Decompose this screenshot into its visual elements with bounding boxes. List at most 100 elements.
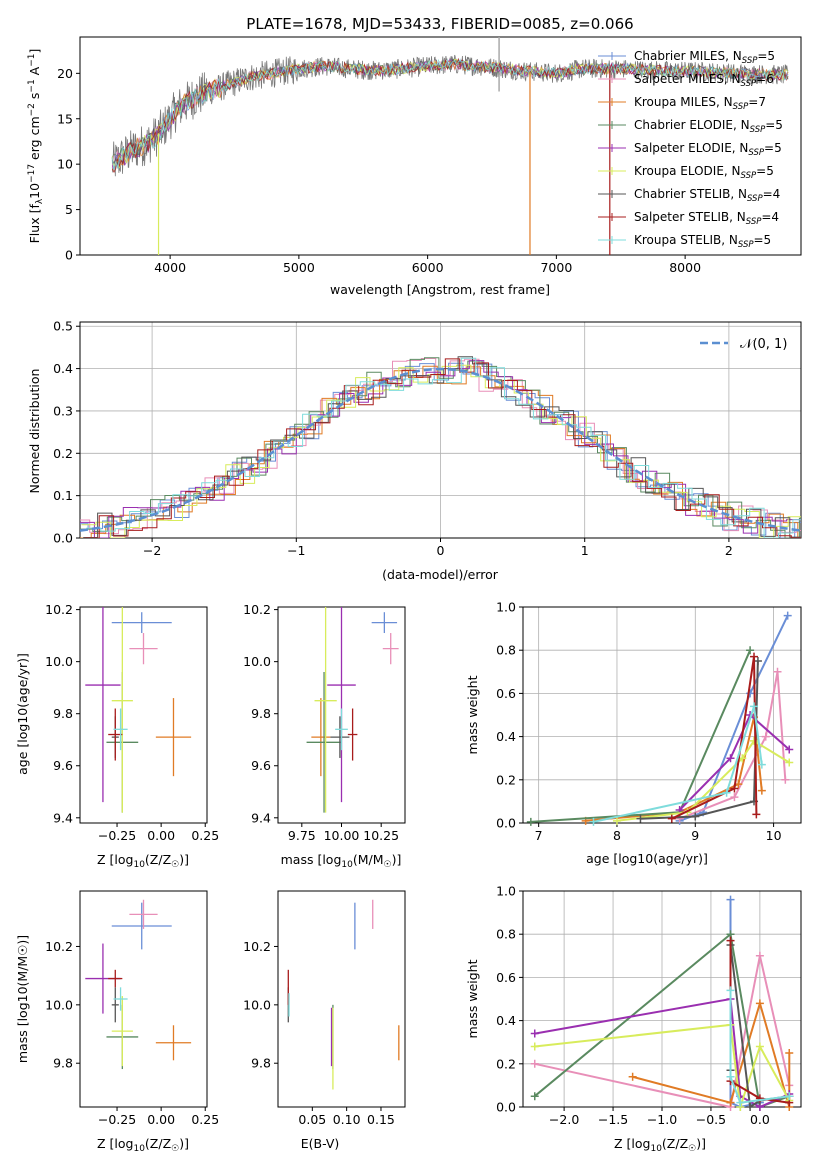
y-tick-label: 0.2 [496,772,516,787]
x-tick-label: 10 [766,828,782,843]
x-tick-label: 0.25 [191,828,219,843]
legend-label: Chabrier STELIB, NSSP=4 [634,187,780,204]
legend-label: Kroupa ELODIE, NSSP=5 [634,164,774,181]
y-tick-label: 0.8 [496,643,516,658]
plus-marker [746,689,755,698]
plot-area [80,356,801,538]
residuals-ylabel: Normed distribution [27,369,42,494]
plus-marker [530,1092,539,1101]
plus-marker [667,814,676,823]
plus-marker [589,817,598,826]
x-tick-label: 8 [613,828,621,843]
x-tick-label: −0.5 [696,1112,726,1127]
y-tick-label: 1.0 [496,884,516,899]
model-spectrum-line [111,58,789,171]
y-tick-label: 10.0 [45,654,73,669]
x-tick-label: −1.5 [598,1112,628,1127]
y-tick-label: 10.2 [45,939,73,954]
residuals-panel: −2 −1 0 1 2 0.0 0.1 0.2 0.3 0.4 0.5 [53,319,802,558]
plot-frame [79,36,802,256]
y-tick-label: 10.0 [45,997,73,1012]
ebv-xlabel: E(B-V) [301,1136,340,1151]
y-tick-label: 9.4 [251,810,271,825]
plus-marker [785,758,794,767]
plus-marker [730,793,739,802]
plus-marker [785,1049,794,1057]
x-tick-label: 10.00 [324,828,360,843]
spectrum-ylabel: Flux [fλ10−17 erg cm−2 s−1 A−1] [27,49,45,244]
y-tick-label: 20 [57,66,73,81]
plus-marker [757,760,766,769]
plus-marker [726,1098,735,1107]
age-z-xlabel: Z [log10(Z/Z☉)] [97,852,189,870]
x-tick-label: 9 [691,828,699,843]
y-tick-label: 9.6 [251,758,271,773]
x-tick-label: 0.25 [191,1112,219,1127]
plus-marker [691,812,700,821]
mass-vs-metallicity-panel: −0.25 0.00 0.25 9.8 10.0 10.2 [45,890,219,1127]
spectrum-xlabel: wavelength [Angstrom, rest frame] [330,282,550,297]
plus-marker [785,745,794,754]
legend-label: Chabrier ELODIE, NSSP=5 [634,118,783,135]
mass-weight-line [593,706,763,823]
plus-marker [612,816,621,825]
plus-marker [752,810,761,819]
legend-label: Kroupa STELIB, NSSP=5 [634,233,771,250]
plus-marker [636,814,645,823]
mass-weight-age-xlabel: age [log10(age/yr)] [586,851,708,866]
plus-marker [746,1103,755,1111]
y-tick-label: 0.0 [496,1100,516,1115]
plus-marker [726,936,735,945]
x-tick-label: 5000 [283,260,315,275]
normal-distribution-curve [80,367,801,532]
age-ylabel: age [log10(age/yr)] [15,653,30,775]
plus-marker [755,999,764,1008]
x-tick-label: 0.05 [298,1112,326,1127]
plot-frame [277,890,406,1108]
mass-weight-line [729,990,790,1104]
mass-weight-line [534,955,791,1109]
x-tick-label: 0 [437,543,445,558]
plus-marker [781,775,790,784]
y-tick-label: 15 [57,111,73,126]
plus-marker [726,754,735,763]
plus-marker [783,611,792,620]
legend-label: Salpeter ELODIE, NSSP=5 [634,141,782,158]
plus-marker [530,1029,539,1038]
x-tick-label: 8000 [669,260,701,275]
y-tick-label: 10.2 [45,602,73,617]
y-tick-label: 0.8 [496,927,516,942]
mass-ylabel: mass [log10(M/M☉)] [15,935,30,1063]
mass-weight-vs-metallicity-panel: −2.0 −1.5 −1.0 −0.5 0.0 0.0 0.2 0.4 0.6 0.8 1.0 [496,884,802,1127]
x-tick-label: −0.25 [98,1112,136,1127]
y-tick-label: 9.8 [251,1056,271,1071]
y-tick-label: 1.0 [496,600,516,615]
x-tick-label: 0.0 [750,1112,770,1127]
y-tick-label: 0.5 [53,319,73,334]
plus-marker [750,652,759,661]
x-tick-label: −2 [143,543,161,558]
plot-area [306,607,399,813]
y-tick-label: 0.4 [496,1013,516,1028]
x-tick-label: 6000 [412,260,444,275]
x-tick-label: 0.00 [147,828,175,843]
mass-weight-z-xlabel: Z [log10(Z/Z☉)] [614,1136,706,1154]
plus-marker [746,646,755,655]
plot-frame [79,890,208,1108]
y-tick-label: 0.1 [53,488,73,503]
y-tick-label: 9.8 [53,1056,73,1071]
plus-marker [761,732,770,741]
y-tick-label: 0.3 [53,403,73,418]
y-tick-label: 5 [65,202,73,217]
age-vs-mass-panel: 9.75 10.00 10.25 9.4 9.6 9.8 10.0 10.2 [243,602,406,843]
plus-marker [750,702,759,711]
plot-frame [79,606,208,824]
age-mass-xlabel: mass [log10(M/M☉)] [281,852,402,870]
x-tick-label: 2 [725,543,733,558]
y-tick-label: 0.0 [496,816,516,831]
y-tick-label: 10 [57,157,73,172]
legend-label: Salpeter STELIB, NSSP=4 [634,210,779,227]
age-vs-metallicity-panel: −0.25 0.00 0.25 9.4 9.6 9.8 10.0 10.2 [45,602,219,843]
y-tick-label: 10.2 [243,939,271,954]
mass-weight-line [671,656,758,820]
